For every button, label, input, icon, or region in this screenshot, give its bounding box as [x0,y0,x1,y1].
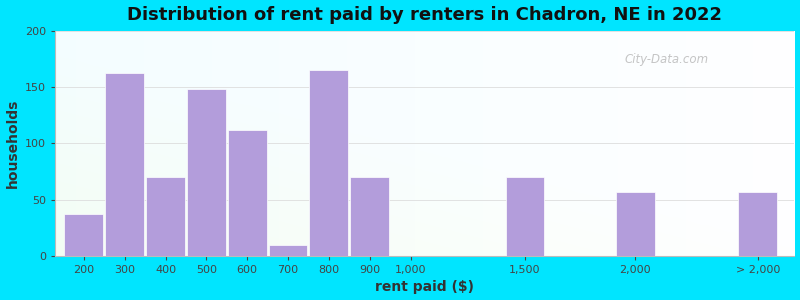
Bar [106,74,144,256]
Bar [187,89,226,256]
Bar [350,177,389,256]
X-axis label: rent paid ($): rent paid ($) [375,280,474,294]
Bar [228,130,266,256]
Bar [65,214,103,256]
Text: City-Data.com: City-Data.com [625,53,709,66]
Bar [269,244,307,256]
Bar [616,192,654,256]
Bar [506,177,544,256]
Bar [738,192,777,256]
Y-axis label: households: households [6,99,19,188]
Bar [310,70,348,256]
Title: Distribution of rent paid by renters in Chadron, NE in 2022: Distribution of rent paid by renters in … [127,6,722,24]
Bar [146,177,185,256]
